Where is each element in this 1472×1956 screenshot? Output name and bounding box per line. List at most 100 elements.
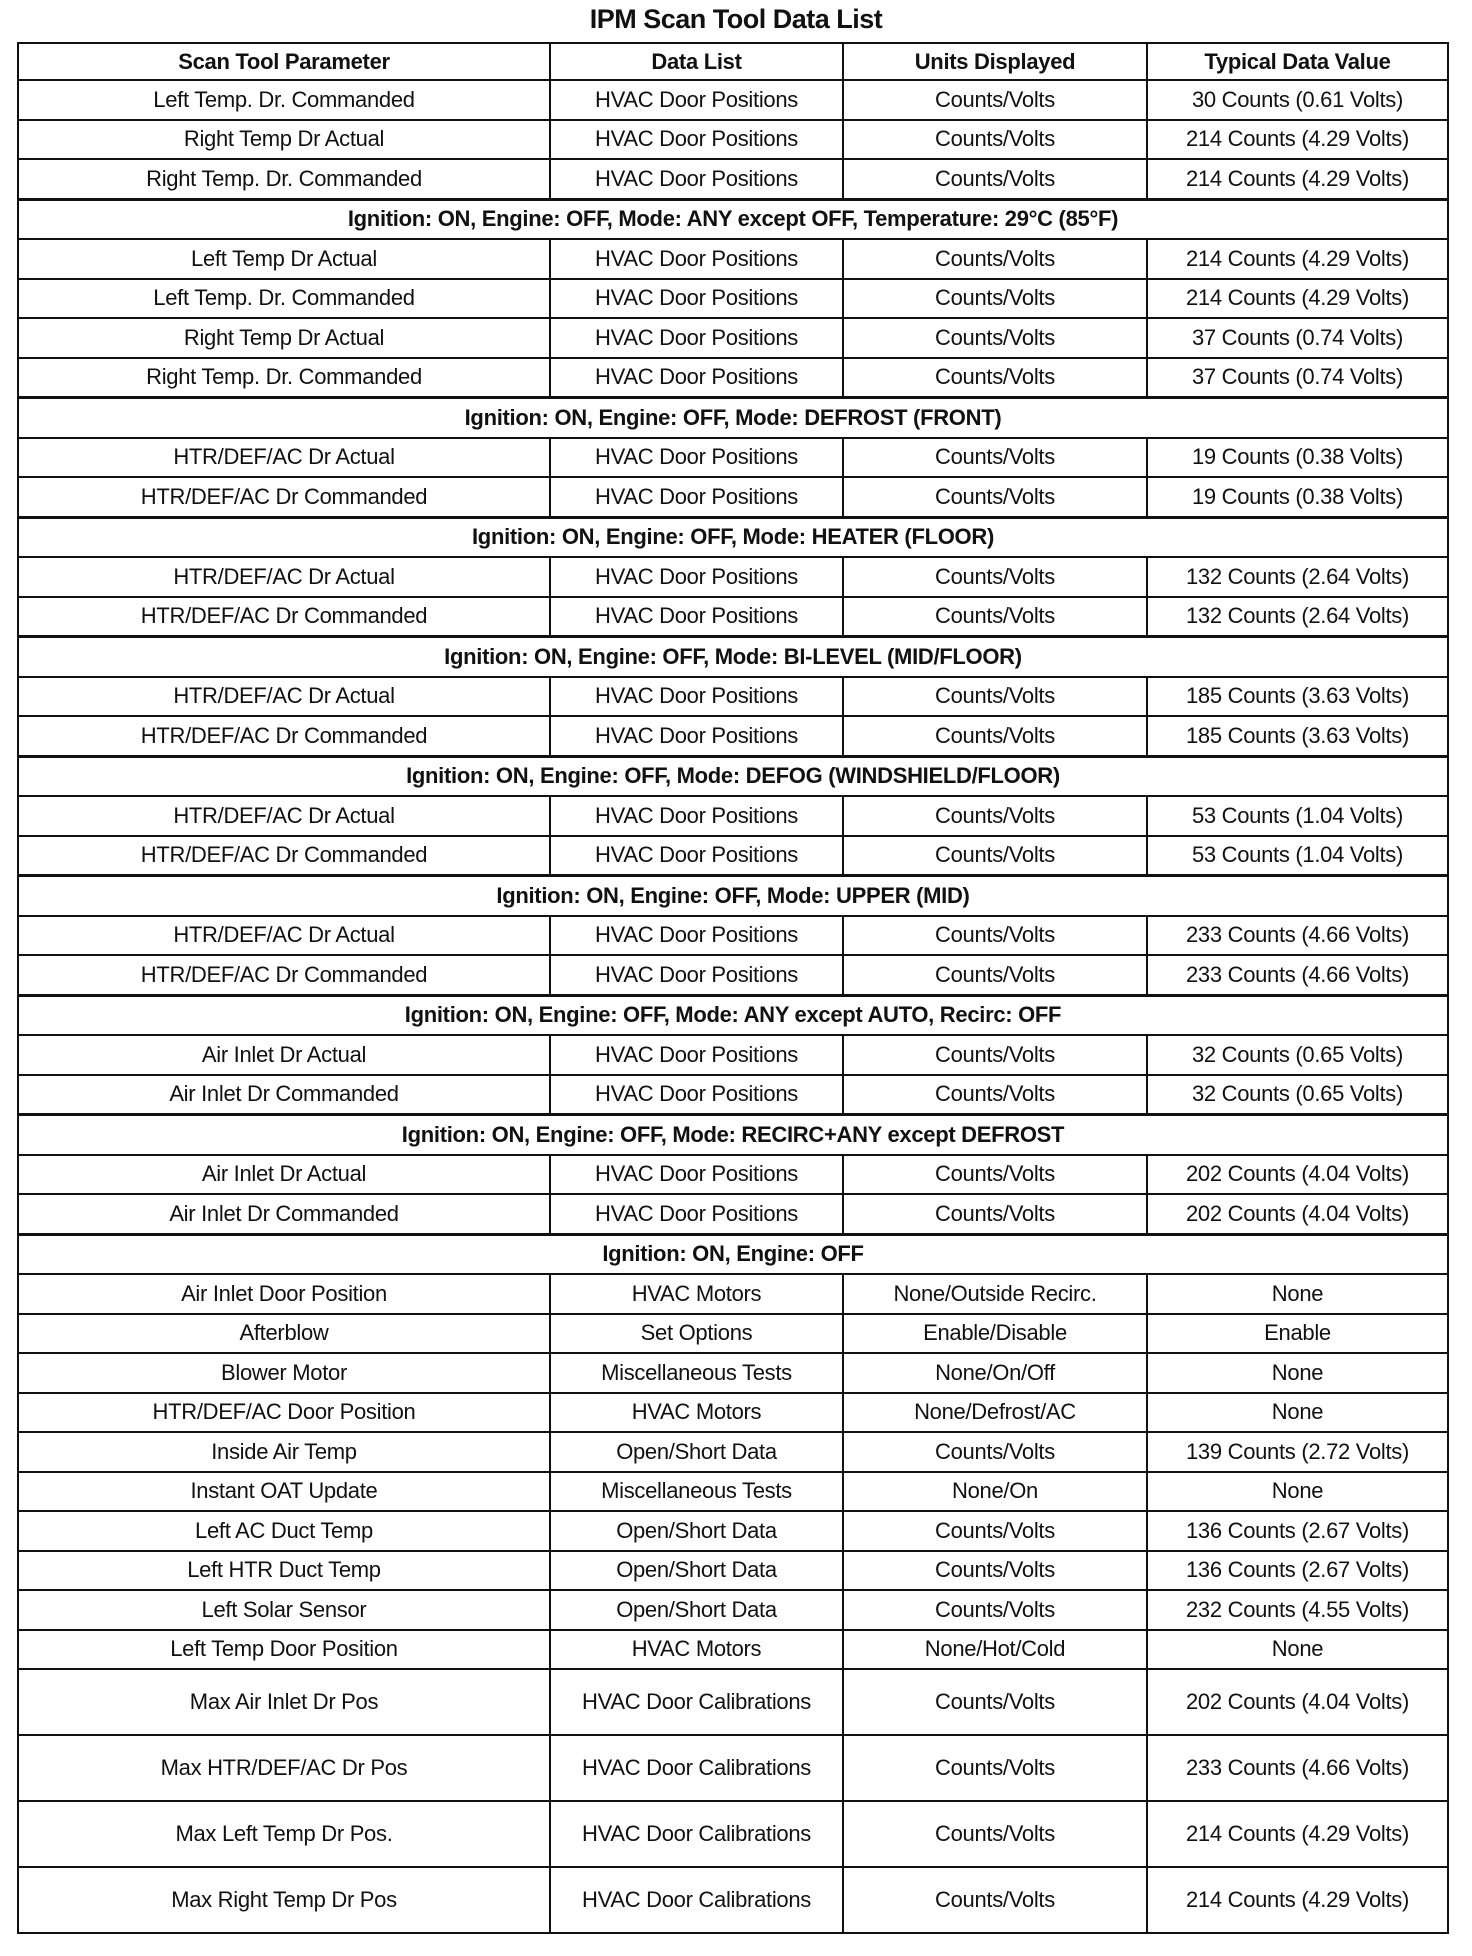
typical-value-cell: 202 Counts (4.04 Volts): [1146, 1193, 1449, 1235]
section-condition: Ignition: ON, Engine: OFF, Mode: DEFOG (…: [17, 754, 1449, 797]
parameter-cell: Right Temp Dr Actual: [17, 118, 551, 160]
units-cell: Counts/Volts: [842, 118, 1148, 160]
section-header-row: Ignition: ON, Engine: OFF, Mode: RECIRC+…: [17, 1113, 1449, 1156]
table-row: Left AC Duct Temp Open/Short Data Counts/V…: [17, 1510, 1449, 1552]
header-data-list: Data List: [549, 42, 844, 81]
units-cell: Counts/Volts: [842, 675, 1148, 717]
units-cell: None/On: [842, 1470, 1148, 1512]
table-row: Air Inlet Dr Commanded HVAC Door Position…: [17, 1193, 1449, 1235]
section-header-row: Ignition: ON, Engine: OFF, Mode: DEFOG (…: [17, 754, 1449, 797]
section-header-row: Ignition: ON, Engine: OFF, Mode: ANY exc…: [17, 993, 1449, 1036]
units-cell: Counts/Volts: [842, 1589, 1148, 1631]
data-list-cell: HVAC Motors: [549, 1628, 844, 1670]
units-cell: None/Hot/Cold: [842, 1628, 1148, 1670]
data-list-cell: Open/Short Data: [549, 1510, 844, 1552]
typical-value-cell: None: [1146, 1352, 1449, 1394]
typical-value-cell: 53 Counts (1.04 Volts): [1146, 795, 1449, 837]
typical-value-cell: 233 Counts (4.66 Volts): [1146, 914, 1449, 956]
typical-value-cell: 214 Counts (4.29 Volts): [1146, 277, 1449, 319]
parameter-cell: HTR/DEF/AC Dr Actual: [17, 795, 551, 837]
section-header-row: Ignition: ON, Engine: OFF, Mode: BI-LEVE…: [17, 635, 1449, 678]
units-cell: Counts/Volts: [842, 1510, 1148, 1552]
section-condition: Ignition: ON, Engine: OFF, Mode: HEATER …: [17, 515, 1449, 558]
table-row: HTR/DEF/AC Dr Actual HVAC Door Positions C…: [17, 795, 1449, 837]
typical-value-cell: 214 Counts (4.29 Volts): [1146, 238, 1449, 280]
data-list-cell: HVAC Door Positions: [549, 954, 844, 996]
parameter-cell: HTR/DEF/AC Dr Commanded: [17, 954, 551, 996]
table-row: Left Temp. Dr. Commanded HVAC Door Positi…: [17, 79, 1449, 121]
data-list-cell: Open/Short Data: [549, 1589, 844, 1631]
units-cell: Counts/Volts: [842, 1073, 1148, 1116]
units-cell: Counts/Volts: [842, 595, 1148, 638]
typical-value-cell: 19 Counts (0.38 Volts): [1146, 476, 1449, 518]
typical-value-cell: 132 Counts (2.64 Volts): [1146, 556, 1449, 598]
section-condition: Ignition: ON, Engine: OFF: [17, 1232, 1449, 1275]
data-list-cell: Set Options: [549, 1312, 844, 1354]
data-list-cell: HVAC Door Positions: [549, 79, 844, 121]
units-cell: Counts/Volts: [842, 1866, 1148, 1934]
data-list-cell: HVAC Door Calibrations: [549, 1866, 844, 1934]
typical-value-cell: 233 Counts (4.66 Volts): [1146, 954, 1449, 996]
table-row: Air Inlet Dr Actual HVAC Door Positions Co…: [17, 1153, 1449, 1195]
typical-value-cell: 202 Counts (4.04 Volts): [1146, 1153, 1449, 1195]
typical-value-cell: None: [1146, 1273, 1449, 1315]
parameter-cell: Afterblow: [17, 1312, 551, 1354]
typical-value-cell: 214 Counts (4.29 Volts): [1146, 1866, 1449, 1934]
section-header-row: Ignition: ON, Engine: OFF, Mode: ANY exc…: [17, 197, 1449, 240]
typical-value-cell: 214 Counts (4.29 Volts): [1146, 1800, 1449, 1868]
table-row: Right Temp. Dr. Commanded HVAC Door Posit…: [17, 356, 1449, 399]
units-cell: Counts/Volts: [842, 277, 1148, 319]
data-list-cell: HVAC Door Positions: [549, 277, 844, 319]
units-cell: Counts/Volts: [842, 317, 1148, 359]
typical-value-cell: 233 Counts (4.66 Volts): [1146, 1734, 1449, 1802]
data-list-cell: HVAC Door Positions: [549, 476, 844, 518]
data-list-cell: HVAC Door Positions: [549, 1153, 844, 1195]
table-row: Air Inlet Door Position HVAC Motors None/O…: [17, 1273, 1449, 1315]
units-cell: Counts/Volts: [842, 1431, 1148, 1473]
data-list-cell: HVAC Door Positions: [549, 1073, 844, 1116]
parameter-cell: Air Inlet Dr Commanded: [17, 1073, 551, 1116]
parameter-cell: HTR/DEF/AC Dr Actual: [17, 436, 551, 478]
parameter-cell: Max Air Inlet Dr Pos: [17, 1668, 551, 1736]
parameter-cell: Left Solar Sensor: [17, 1589, 551, 1631]
units-cell: None/Defrost/AC: [842, 1391, 1148, 1433]
units-cell: Counts/Volts: [842, 954, 1148, 996]
section-condition: Ignition: ON, Engine: OFF, Mode: ANY exc…: [17, 197, 1449, 240]
parameter-cell: Air Inlet Dr Actual: [17, 1153, 551, 1195]
table-row: Max Left Temp Dr Pos. HVAC Door Calibrati…: [17, 1800, 1449, 1868]
data-list-cell: HVAC Door Calibrations: [549, 1734, 844, 1802]
units-cell: Enable/Disable: [842, 1312, 1148, 1354]
table-row: HTR/DEF/AC Dr Commanded HVAC Door Positio…: [17, 954, 1449, 996]
parameter-cell: Left Temp. Dr. Commanded: [17, 79, 551, 121]
units-cell: None/On/Off: [842, 1352, 1148, 1394]
table-row: Right Temp Dr Actual HVAC Door Positions C…: [17, 118, 1449, 160]
data-list-cell: Open/Short Data: [549, 1431, 844, 1473]
units-cell: Counts/Volts: [842, 436, 1148, 478]
typical-value-cell: 132 Counts (2.64 Volts): [1146, 595, 1449, 638]
section-header-row: Ignition: ON, Engine: OFF, Mode: DEFROST…: [17, 396, 1449, 439]
data-list-cell: HVAC Motors: [549, 1391, 844, 1433]
units-cell: Counts/Volts: [842, 238, 1148, 280]
units-cell: Counts/Volts: [842, 914, 1148, 956]
table-row: Air Inlet Dr Commanded HVAC Door Position…: [17, 1073, 1449, 1116]
typical-value-cell: 37 Counts (0.74 Volts): [1146, 356, 1449, 399]
typical-value-cell: 185 Counts (3.63 Volts): [1146, 675, 1449, 717]
parameter-cell: Air Inlet Dr Commanded: [17, 1193, 551, 1235]
units-cell: Counts/Volts: [842, 1549, 1148, 1591]
table-row: Left Temp. Dr. Commanded HVAC Door Positi…: [17, 277, 1449, 319]
table-row: Right Temp Dr Actual HVAC Door Positions C…: [17, 317, 1449, 359]
data-list-cell: HVAC Door Positions: [549, 595, 844, 638]
data-list-cell: HVAC Door Positions: [549, 356, 844, 399]
table-row: HTR/DEF/AC Door Position HVAC Motors None/…: [17, 1391, 1449, 1433]
table-row: Right Temp. Dr. Commanded HVAC Door Posit…: [17, 158, 1449, 200]
parameter-cell: Inside Air Temp: [17, 1431, 551, 1473]
data-list-cell: HVAC Door Positions: [549, 556, 844, 598]
table-row: Max Air Inlet Dr Pos HVAC Door Calibratio…: [17, 1668, 1449, 1736]
parameter-cell: HTR/DEF/AC Dr Actual: [17, 556, 551, 598]
parameter-cell: Air Inlet Dr Actual: [17, 1034, 551, 1076]
page-title: IPM Scan Tool Data List: [589, 4, 883, 34]
section-condition: Ignition: ON, Engine: OFF, Mode: DEFROST…: [17, 396, 1449, 439]
header-row: Scan Tool Parameter Data List Units Disp…: [17, 42, 1449, 81]
units-cell: Counts/Volts: [842, 556, 1148, 598]
parameter-cell: Right Temp. Dr. Commanded: [17, 356, 551, 399]
